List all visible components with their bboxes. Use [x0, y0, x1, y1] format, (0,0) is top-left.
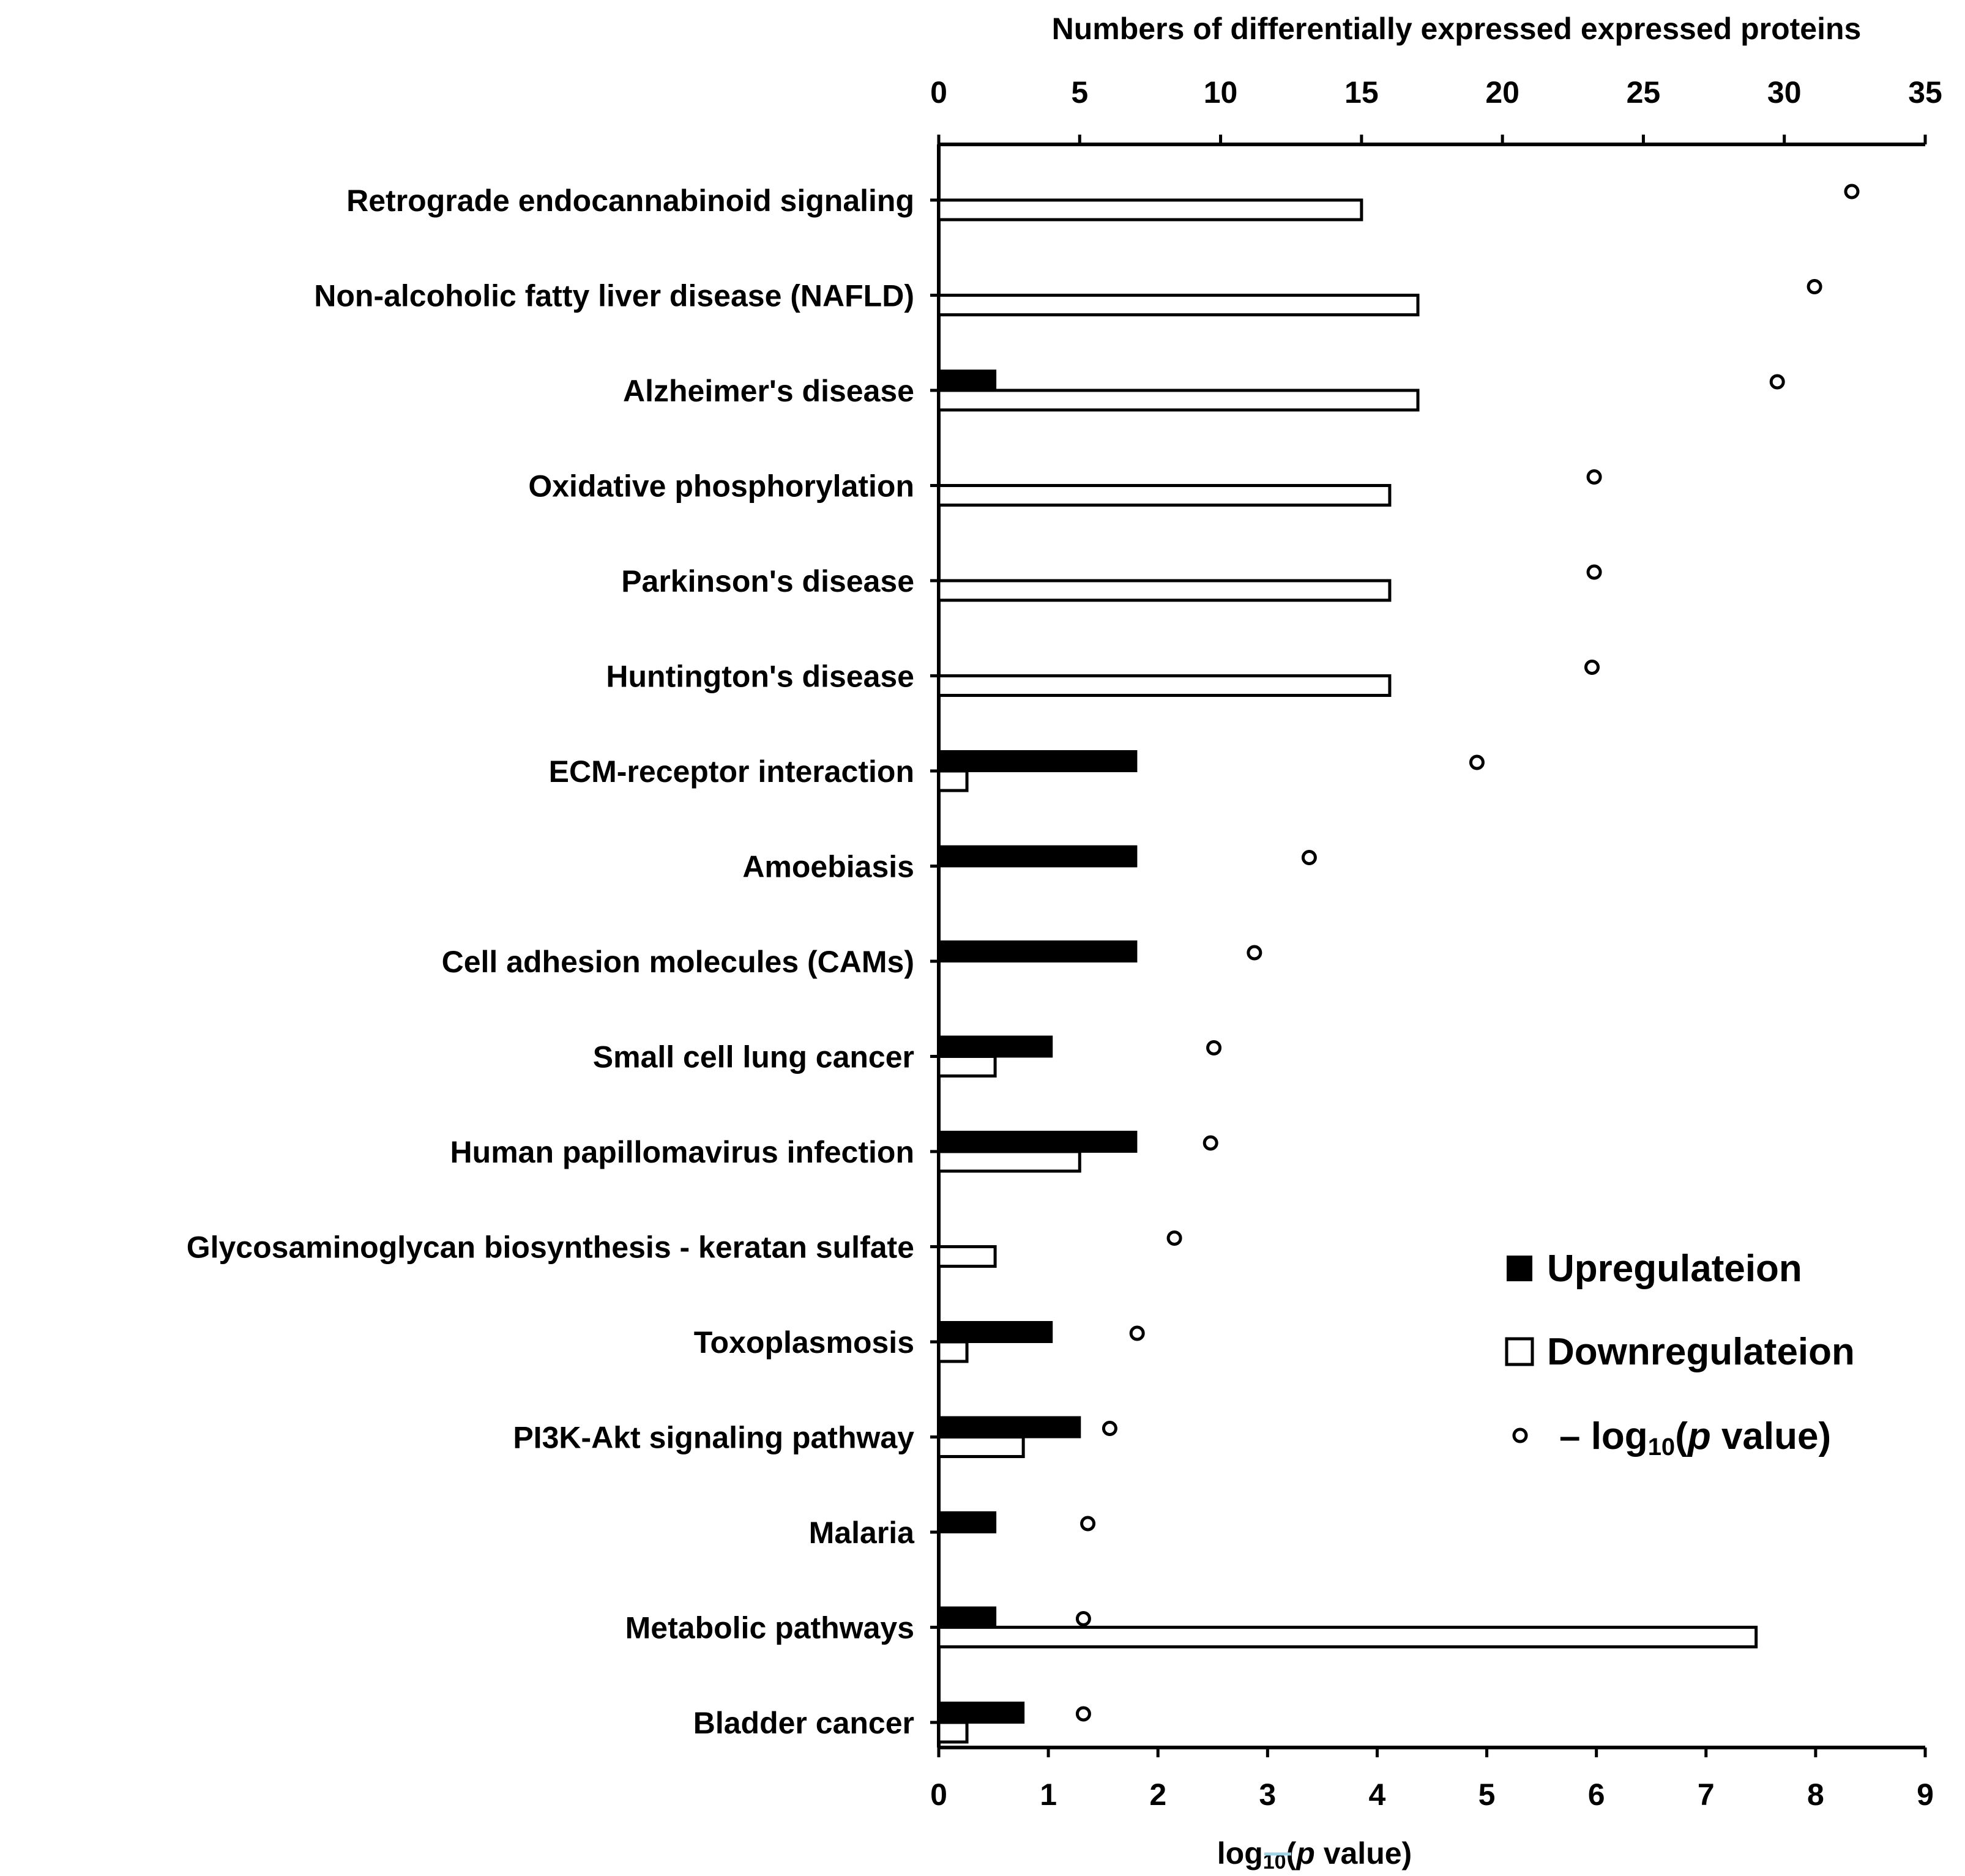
- pvalue-markers: [1075, 184, 1860, 1722]
- bottom-axis-tick-label: 7: [1698, 1777, 1715, 1812]
- top-axis-tick-label: 15: [1344, 75, 1379, 110]
- bar-upregulation: [938, 1131, 1138, 1153]
- top-axis-tick-label: 35: [1908, 75, 1942, 110]
- pvalue-marker: [1844, 184, 1860, 199]
- pvalue-marker: [1807, 279, 1822, 294]
- category-label: Metabolic pathways: [625, 1611, 914, 1645]
- bar-downregulation: [937, 389, 1420, 412]
- bar-upregulation: [938, 750, 1138, 772]
- bar-downregulation: [937, 1435, 1025, 1458]
- legend-up-label: Upregulateion: [1547, 1248, 1802, 1290]
- legend-pvalue-label: – log10(p value): [1559, 1415, 1831, 1461]
- pvalue-marker: [1247, 945, 1262, 961]
- pvalue-marker: [1075, 1611, 1091, 1626]
- bars-group: [930, 198, 1758, 1744]
- legend-up-swatch: [1507, 1256, 1532, 1281]
- category-label: Human papillomavirus infection: [450, 1135, 914, 1169]
- top-axis-tick-label: 25: [1627, 75, 1661, 110]
- bottom-axis-tick-label: 3: [1259, 1777, 1276, 1812]
- pvalue-marker: [1586, 469, 1602, 485]
- top-axis-tick-label: 5: [1071, 75, 1088, 110]
- bar-upregulation: [938, 1702, 1025, 1724]
- top-axis-tick-label: 10: [1204, 75, 1238, 110]
- bottom-axis-tick-label: 5: [1478, 1777, 1496, 1812]
- category-label: Amoebiasis: [742, 850, 914, 884]
- top-axis-ticks: 0 5 10 15 20 25 30 35: [930, 75, 1942, 144]
- bar-downregulation: [937, 1340, 969, 1363]
- pvalue-marker: [1202, 1135, 1218, 1151]
- bar-upregulation: [938, 370, 997, 392]
- top-axis-tick-label: 30: [1767, 75, 1802, 110]
- category-label: Retrograde endocannabinoid signaling: [346, 184, 914, 218]
- category-label: Alzheimer's disease: [623, 374, 914, 408]
- category-label: ECM-receptor interaction: [549, 754, 914, 789]
- category-label: PI3K-Akt signaling pathway: [513, 1421, 914, 1455]
- category-label: Glycosaminoglycan biosynthesis - keratan…: [187, 1230, 914, 1265]
- bottom-axis-tick-label: 0: [930, 1777, 947, 1812]
- category-label: Small cell lung cancer: [593, 1040, 914, 1074]
- legend: Upregulateion Downregulateion – log10(p …: [1505, 1248, 1855, 1461]
- bar-downregulation: [937, 294, 1420, 316]
- bar-downregulation: [937, 1150, 1081, 1173]
- bar-upregulation: [938, 845, 1138, 868]
- pvalue-marker: [1769, 374, 1785, 390]
- bottom-axis-tick-label: 9: [1917, 1777, 1934, 1812]
- pvalue-marker: [1080, 1516, 1096, 1532]
- bottom-axis-tick-label: 8: [1807, 1777, 1824, 1812]
- pvalue-marker: [1166, 1230, 1182, 1246]
- top-axis-title: Numbers of differentially expressed expr…: [1052, 12, 1862, 46]
- category-label: Cell adhesion molecules (CAMs): [442, 945, 914, 979]
- bar-downregulation: [937, 198, 1363, 221]
- legend-down-label: Downregulateion: [1547, 1331, 1855, 1373]
- top-axis-tick-label: 0: [930, 75, 947, 110]
- category-label: Parkinson's disease: [621, 564, 914, 598]
- pvalue-marker: [1469, 754, 1485, 770]
- bottom-axis-title: log10(p value): [1217, 1836, 1412, 1874]
- legend-down-swatch: [1505, 1337, 1534, 1366]
- pvalue-marker: [1584, 660, 1600, 675]
- category-label: Oxidative phosphorylation: [528, 469, 914, 504]
- bottom-axis-tick-label: 4: [1369, 1777, 1386, 1812]
- pvalue-marker: [1102, 1421, 1117, 1436]
- pvalue-marker: [1206, 1040, 1222, 1055]
- category-label: Bladder cancer: [693, 1706, 914, 1740]
- bar-downregulation: [937, 1721, 969, 1744]
- category-label: Toxoplasmosis: [694, 1325, 914, 1360]
- pvalue-marker: [1075, 1706, 1091, 1722]
- bar-upregulation: [938, 1321, 1053, 1343]
- bar-upregulation: [938, 1035, 1053, 1058]
- legend-pvalue-marker: [1512, 1427, 1528, 1443]
- bottom-axis-tick-label: 2: [1149, 1777, 1166, 1812]
- bar-upregulation: [938, 940, 1138, 962]
- bottom-axis-tick-label: 6: [1588, 1777, 1605, 1812]
- bar-downregulation: [937, 674, 1392, 697]
- bar-downregulation: [937, 769, 969, 792]
- bar-downregulation: [937, 579, 1392, 602]
- bar-downregulation: [937, 484, 1392, 507]
- pvalue-marker: [1586, 564, 1602, 580]
- bottom-axis-tick-label: 1: [1040, 1777, 1057, 1812]
- bar-downregulation: [937, 1245, 997, 1268]
- bar-upregulation: [938, 1511, 997, 1533]
- category-label: Non-alcoholic fatty liver disease (NAFLD…: [314, 279, 914, 313]
- category-label: Malaria: [809, 1516, 915, 1550]
- top-axis-tick-label: 20: [1485, 75, 1519, 110]
- category-label: Huntington's disease: [606, 660, 914, 694]
- bar-upregulation: [938, 1606, 997, 1629]
- pvalue-marker: [1301, 850, 1317, 865]
- bar-downregulation: [937, 1055, 997, 1078]
- bar-downregulation: [937, 1626, 1758, 1648]
- pvalue-marker: [1129, 1325, 1145, 1341]
- bar-upregulation: [938, 1416, 1081, 1439]
- category-labels: Retrograde endocannabinoid signaling Non-…: [187, 184, 915, 1740]
